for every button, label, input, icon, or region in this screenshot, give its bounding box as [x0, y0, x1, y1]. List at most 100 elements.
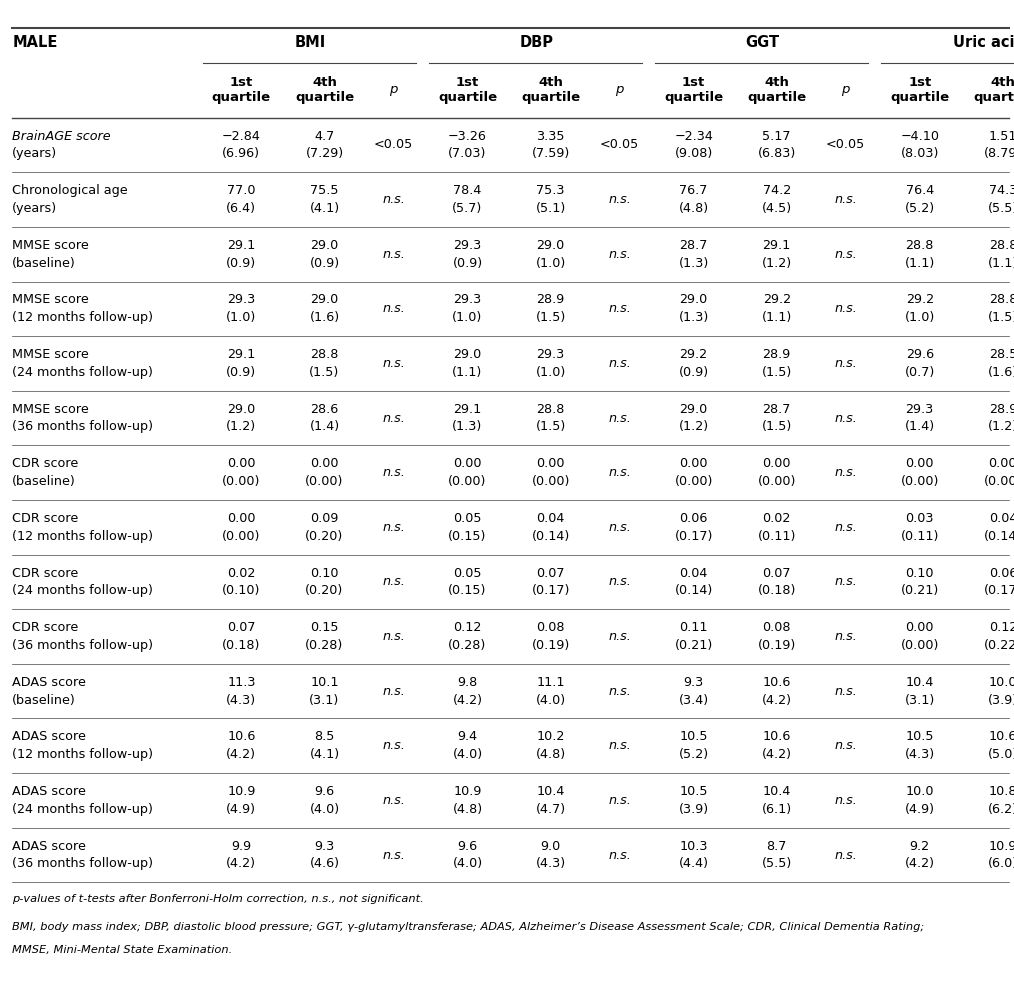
Text: n.s.: n.s. — [608, 302, 631, 315]
Text: (1.1): (1.1) — [452, 366, 483, 379]
Text: (1.2): (1.2) — [678, 421, 709, 434]
Text: (1.1): (1.1) — [762, 311, 792, 324]
Text: (5.5): (5.5) — [762, 857, 792, 870]
Text: (0.9): (0.9) — [226, 256, 257, 269]
Text: 0.08: 0.08 — [536, 621, 565, 634]
Text: 10.9: 10.9 — [453, 785, 482, 798]
Text: n.s.: n.s. — [608, 193, 631, 206]
Text: n.s.: n.s. — [608, 412, 631, 425]
Text: n.s.: n.s. — [382, 520, 405, 533]
Text: n.s.: n.s. — [835, 467, 857, 480]
Text: 29.1: 29.1 — [227, 348, 256, 361]
Text: 28.6: 28.6 — [310, 403, 339, 416]
Text: (0.7): (0.7) — [904, 366, 935, 379]
Text: 29.3: 29.3 — [536, 348, 565, 361]
Text: 10.6: 10.6 — [227, 731, 256, 744]
Text: n.s.: n.s. — [608, 848, 631, 861]
Text: (4.0): (4.0) — [309, 803, 340, 816]
Text: 29.0: 29.0 — [227, 403, 256, 416]
Text: (years): (years) — [12, 202, 58, 215]
Text: <0.05: <0.05 — [600, 139, 639, 152]
Text: <0.05: <0.05 — [374, 139, 413, 152]
Text: (0.9): (0.9) — [226, 366, 257, 379]
Text: CDR score: CDR score — [12, 621, 78, 634]
Text: 10.0: 10.0 — [989, 676, 1014, 689]
Text: 0.00: 0.00 — [679, 458, 708, 471]
Text: 4th
quartile: 4th quartile — [973, 76, 1014, 104]
Text: 0.10: 0.10 — [310, 566, 339, 579]
Text: 28.7: 28.7 — [679, 239, 708, 252]
Text: (4.2): (4.2) — [452, 694, 483, 707]
Text: (0.21): (0.21) — [900, 584, 939, 597]
Text: (5.2): (5.2) — [678, 748, 709, 761]
Text: 0.10: 0.10 — [906, 566, 934, 579]
Text: 4th
quartile: 4th quartile — [295, 76, 354, 104]
Text: 0.02: 0.02 — [763, 511, 791, 525]
Text: 28.9: 28.9 — [763, 348, 791, 361]
Text: n.s.: n.s. — [835, 357, 857, 370]
Text: MMSE score: MMSE score — [12, 239, 89, 252]
Text: 11.1: 11.1 — [536, 676, 565, 689]
Text: 0.02: 0.02 — [227, 566, 256, 579]
Text: n.s.: n.s. — [382, 302, 405, 315]
Text: (1.0): (1.0) — [226, 311, 257, 324]
Text: 0.00: 0.00 — [227, 511, 256, 525]
Text: 10.0: 10.0 — [906, 785, 934, 798]
Text: 28.7: 28.7 — [763, 403, 791, 416]
Text: (1.0): (1.0) — [535, 256, 566, 269]
Text: (4.5): (4.5) — [762, 202, 792, 215]
Text: 0.05: 0.05 — [453, 511, 482, 525]
Text: n.s.: n.s. — [382, 740, 405, 753]
Text: (0.18): (0.18) — [222, 639, 261, 652]
Text: (8.03): (8.03) — [900, 148, 939, 161]
Text: (6.1): (6.1) — [762, 803, 792, 816]
Text: (9.08): (9.08) — [674, 148, 713, 161]
Text: MMSE score: MMSE score — [12, 403, 89, 416]
Text: (1.5): (1.5) — [762, 421, 792, 434]
Text: 1st
quartile: 1st quartile — [664, 76, 723, 104]
Text: 29.0: 29.0 — [679, 293, 708, 306]
Text: 9.0: 9.0 — [540, 839, 561, 852]
Text: p: p — [615, 83, 624, 97]
Text: (3.9): (3.9) — [988, 694, 1014, 707]
Text: n.s.: n.s. — [835, 630, 857, 643]
Text: (4.0): (4.0) — [452, 748, 483, 761]
Text: 1st
quartile: 1st quartile — [212, 76, 271, 104]
Text: BMI, body mass index; DBP, diastolic blood pressure; GGT, γ-glutamyltransferase;: BMI, body mass index; DBP, diastolic blo… — [12, 922, 925, 932]
Text: (0.19): (0.19) — [531, 639, 570, 652]
Text: n.s.: n.s. — [382, 575, 405, 588]
Text: 0.04: 0.04 — [989, 511, 1014, 525]
Text: (0.00): (0.00) — [531, 475, 570, 489]
Text: 77.0: 77.0 — [227, 184, 256, 197]
Text: (0.00): (0.00) — [984, 475, 1014, 489]
Text: (1.2): (1.2) — [226, 421, 257, 434]
Text: 29.0: 29.0 — [536, 239, 565, 252]
Text: (36 months follow-up): (36 months follow-up) — [12, 421, 153, 434]
Text: ADAS score: ADAS score — [12, 839, 86, 852]
Text: n.s.: n.s. — [835, 794, 857, 807]
Text: (0.14): (0.14) — [984, 529, 1014, 542]
Text: ADAS score: ADAS score — [12, 676, 86, 689]
Text: n.s.: n.s. — [835, 520, 857, 533]
Text: 10.5: 10.5 — [906, 731, 934, 744]
Text: BrainAGE score: BrainAGE score — [12, 130, 111, 143]
Text: 0.03: 0.03 — [906, 511, 934, 525]
Text: (0.9): (0.9) — [309, 256, 340, 269]
Text: n.s.: n.s. — [608, 630, 631, 643]
Text: CDR score: CDR score — [12, 566, 78, 579]
Text: n.s.: n.s. — [382, 630, 405, 643]
Text: (12 months follow-up): (12 months follow-up) — [12, 748, 153, 761]
Text: (0.14): (0.14) — [674, 584, 713, 597]
Text: (7.03): (7.03) — [448, 148, 487, 161]
Text: 75.3: 75.3 — [536, 184, 565, 197]
Text: n.s.: n.s. — [835, 302, 857, 315]
Text: n.s.: n.s. — [382, 412, 405, 425]
Text: 9.6: 9.6 — [314, 785, 335, 798]
Text: (4.8): (4.8) — [452, 803, 483, 816]
Text: 0.00: 0.00 — [536, 458, 565, 471]
Text: 29.0: 29.0 — [310, 239, 339, 252]
Text: (4.2): (4.2) — [226, 748, 257, 761]
Text: (24 months follow-up): (24 months follow-up) — [12, 584, 153, 597]
Text: −2.34: −2.34 — [674, 130, 713, 143]
Text: (4.2): (4.2) — [226, 857, 257, 870]
